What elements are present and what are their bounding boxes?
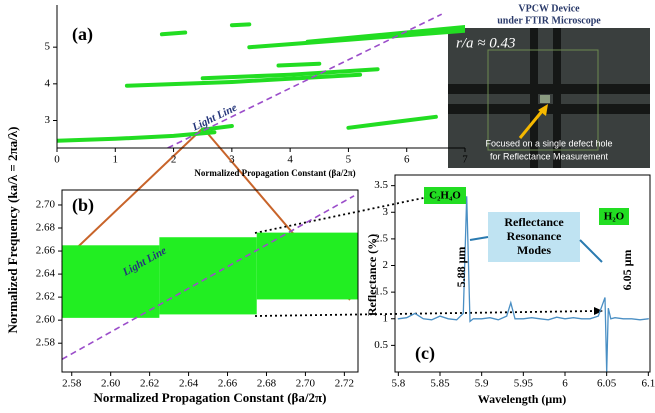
x-axis-label: Normalized Propagation Constant (βa/2π) (94, 390, 327, 405)
annotation-box (488, 212, 580, 262)
band-region (62, 245, 160, 318)
x-tick-label: 2.58 (62, 378, 82, 390)
y-tick-label: 2.62 (36, 291, 55, 303)
x-tick-label: 2.70 (296, 378, 316, 390)
y-tick-label: 4 (45, 77, 51, 89)
y-tick-label: 1.5 (374, 286, 388, 298)
y-tick-label: 2.68 (36, 222, 56, 234)
y-tick-label: 3.5 (374, 179, 388, 191)
annotation: H₂O (604, 211, 625, 223)
x-tick-label: 2.68 (257, 378, 277, 390)
x-tick-label: 6 (562, 378, 568, 390)
data-line (397, 196, 649, 372)
band-region (159, 237, 257, 315)
y-tick-label: 3 (45, 114, 51, 126)
x-tick-label: 1 (113, 154, 119, 166)
x-tick-label: 6 (404, 154, 410, 166)
y-axis-label: Reflectance (%) (365, 234, 379, 316)
y-tick-label: 5 (45, 41, 51, 53)
x-tick-label: 2.64 (179, 378, 199, 390)
x-tick-label: 2.72 (335, 378, 354, 390)
x-tick-label: 2.60 (101, 378, 121, 390)
annotation: 5.88 μm (454, 247, 468, 288)
plot-area (397, 196, 649, 372)
x-tick-label: 5 (346, 154, 352, 166)
plot-area (57, 13, 465, 148)
annotation: C₂H₄O (429, 190, 461, 202)
annotation-box (424, 187, 466, 204)
plot-area (62, 195, 358, 360)
y-tick-label: 2.5 (374, 232, 388, 244)
x-tick-label: 6.05 (597, 378, 617, 390)
data-line (124, 72, 363, 88)
y-tick-label: 2.60 (36, 314, 56, 326)
x-tick-label: 7 (462, 154, 468, 166)
ratio-label: r/a ≈ 0.43 (456, 35, 516, 51)
x-axis-label: Wavelength (μm) (478, 392, 566, 406)
x-tick-label: 2 (171, 154, 177, 166)
x-tick-label: 5.8 (391, 378, 405, 390)
y-tick-label: 2.64 (36, 268, 56, 280)
annotation: Modes (517, 243, 551, 257)
panel-label: (c) (415, 343, 435, 364)
data-line (276, 61, 322, 68)
y-tick-label: 2.58 (36, 337, 56, 349)
zoom-connector (61, 127, 204, 263)
annotation: Reflectance (504, 215, 564, 229)
data-line (159, 30, 188, 37)
data-line (229, 22, 252, 28)
band-region (256, 232, 358, 300)
data-line (305, 25, 465, 44)
x-tick-label: 3 (229, 154, 235, 166)
image-caption: for Reflectance Measurement (490, 151, 609, 161)
y-tick-label: 3 (383, 206, 389, 218)
y-axis-label: Normalized Frequency (ka/λ = 2πa/λ) (5, 127, 20, 334)
x-tick-label: 5.85 (430, 378, 450, 390)
x-tick-label: 2.62 (140, 378, 159, 390)
y-tick-label: 1 (383, 312, 389, 324)
axes (56, 5, 465, 149)
data-line (346, 114, 438, 130)
image-caption: Focused on a single defect hole (485, 138, 612, 148)
pointer (469, 236, 489, 241)
x-tick-label: 6.1 (641, 378, 655, 390)
image-title: VPCW Device (518, 3, 580, 14)
panel-label: (a) (72, 24, 93, 45)
data-line (200, 67, 380, 81)
y-tick-label: 2.70 (36, 199, 56, 211)
y-tick-label: 0.5 (374, 339, 388, 351)
pointer (579, 239, 603, 263)
x-tick-label: 0 (54, 154, 60, 166)
microscope-image (448, 28, 650, 168)
x-tick-label: 5.95 (514, 378, 534, 390)
plot-frame (61, 189, 359, 373)
data-line (57, 130, 217, 143)
arrowhead (594, 307, 603, 315)
annotation: Resonance (507, 229, 562, 243)
annotation: 6.05 μm (620, 250, 634, 291)
panel-label: (b) (72, 195, 94, 216)
x-axis-label: Normalized Propagation Constant (βa/2π) (194, 168, 355, 178)
x-tick-label: 5.9 (475, 378, 489, 390)
plot-frame (394, 174, 651, 373)
light-line (167, 13, 443, 148)
x-tick-label: 2.66 (218, 378, 238, 390)
light-line (62, 195, 355, 360)
y-tick-label: 2.66 (36, 245, 56, 257)
image-title: under FTIR Microscope (497, 15, 601, 26)
y-tick-label: 2 (383, 259, 389, 271)
dotted-arrow (254, 310, 597, 317)
x-tick-label: 4 (287, 154, 293, 166)
annotation-box (599, 208, 629, 225)
